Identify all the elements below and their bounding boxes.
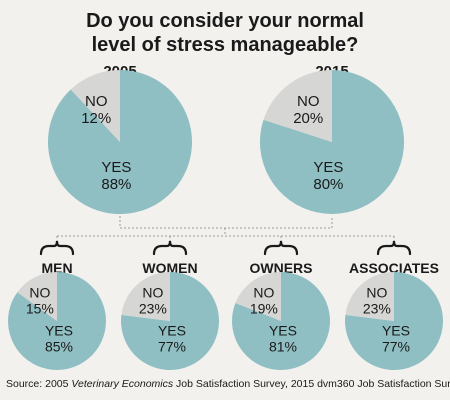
source-prefix: Source: 2005	[6, 378, 71, 390]
value-no-men: 15%	[26, 300, 54, 316]
label-no-women: NO	[142, 284, 163, 300]
label-yes-owners: YES	[269, 323, 297, 339]
source-note: Source: 2005 Veterinary Economics Job Sa…	[6, 378, 450, 390]
pie-title-owners: OWNERS	[250, 260, 313, 276]
connector-top	[119, 216, 333, 229]
label-yes-men: YES	[45, 323, 73, 339]
chart-title-line-2: level of stress manageable?	[92, 34, 359, 56]
connector-lines	[57, 216, 394, 237]
value-no-owners: 19%	[250, 300, 278, 316]
value-no-2005: 12%	[81, 110, 111, 127]
pie-title-associates: ASSOCIATES	[349, 260, 439, 276]
value-no-women: 23%	[139, 300, 167, 316]
slice-yes-associates	[345, 272, 444, 370]
slice-no-2005	[70, 70, 120, 142]
pie-title-women: WOMEN	[142, 260, 197, 276]
bracket-men	[39, 240, 75, 256]
label-yes-women: YES	[158, 323, 186, 339]
slice-no-associates	[345, 272, 394, 321]
source-suffix: Job Satisfaction Survey, 2015 dvm360 Job…	[173, 378, 450, 390]
value-no-associates: 23%	[363, 300, 391, 316]
label-no-owners: NO	[253, 284, 274, 300]
bracket-women	[152, 240, 188, 256]
label-no-2005: NO	[85, 93, 108, 110]
chart-title-line-1: Do you consider your normal	[86, 10, 364, 32]
label-yes-2005: YES	[101, 159, 131, 176]
slice-yes-women	[121, 272, 220, 370]
slice-yes-2005	[47, 70, 192, 214]
value-no-2015: 20%	[293, 110, 323, 127]
label-yes-associates: YES	[382, 323, 410, 339]
slice-yes-men	[8, 272, 107, 371]
value-yes-2005: 88%	[101, 176, 131, 193]
pies-group: 2005NO12%YES88%2015NO20%YES80%MENNO15%YE…	[8, 63, 444, 371]
slice-yes-2015	[259, 70, 404, 214]
slice-no-men	[17, 272, 57, 321]
bracket-owners	[263, 240, 299, 256]
source-italic: Veterinary Economics	[71, 378, 173, 390]
value-yes-associates: 77%	[382, 339, 410, 355]
slice-no-2015	[263, 70, 332, 142]
value-yes-2015: 80%	[313, 176, 343, 193]
label-yes-2015: YES	[313, 159, 343, 176]
value-yes-men: 85%	[45, 339, 73, 355]
slice-no-owners	[235, 272, 281, 321]
slice-yes-owners	[231, 272, 330, 370]
slice-no-women	[121, 272, 170, 321]
value-yes-women: 77%	[158, 339, 186, 355]
label-no-men: NO	[29, 284, 50, 300]
pie-title-men: MEN	[41, 260, 72, 276]
value-yes-owners: 81%	[269, 339, 297, 355]
label-no-2015: NO	[297, 93, 320, 110]
bracket-associates	[376, 240, 412, 256]
label-no-associates: NO	[366, 284, 387, 300]
